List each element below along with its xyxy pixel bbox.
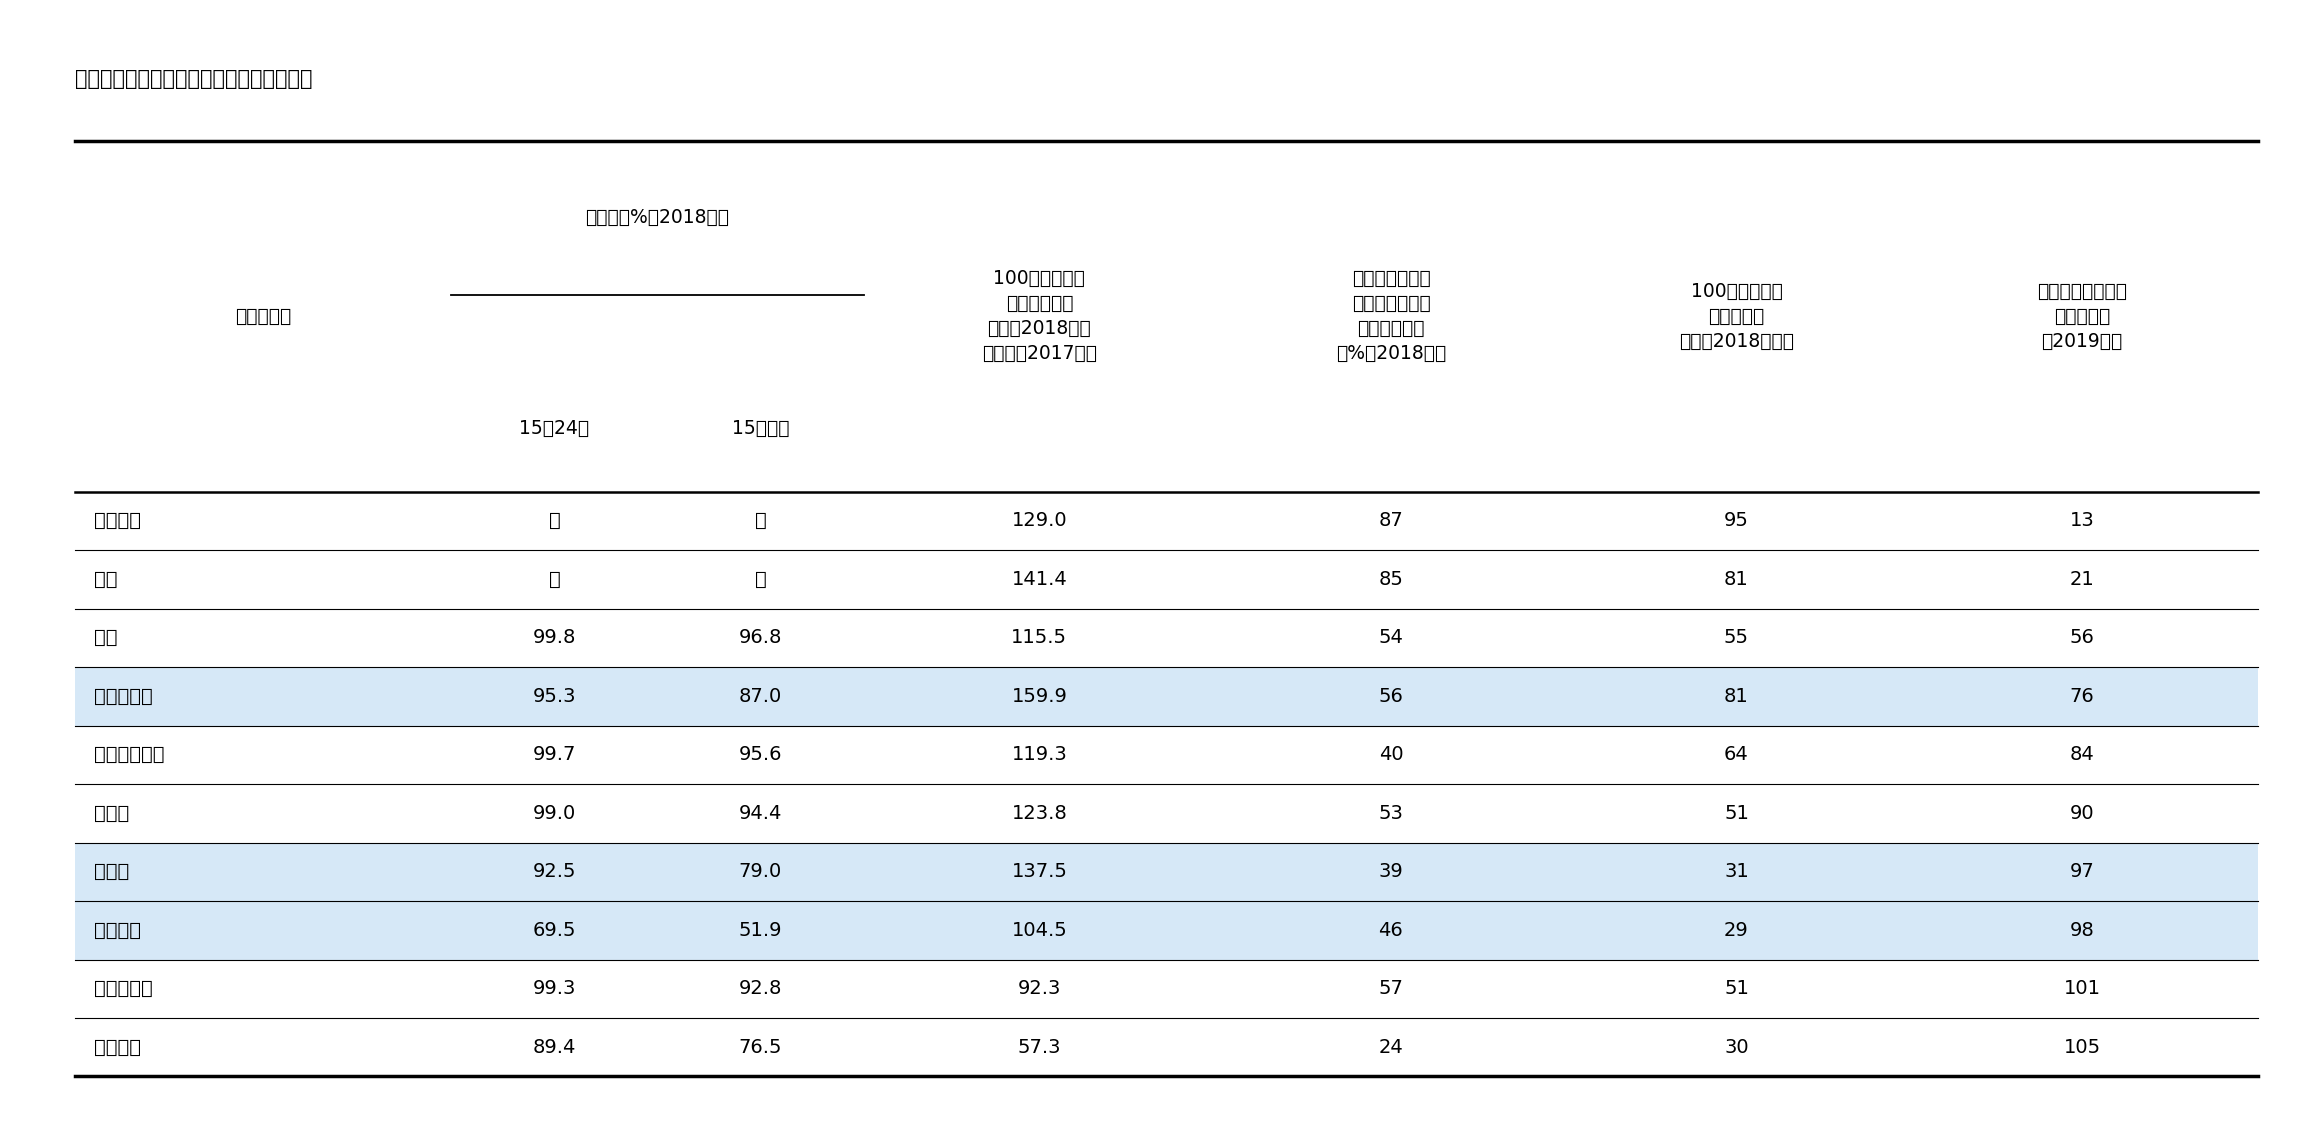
Text: ウガンダ: ウガンダ (94, 1038, 140, 1057)
Text: 85: 85 (1379, 570, 1402, 589)
Text: 南アフリカ: 南アフリカ (94, 687, 152, 706)
Text: 64: 64 (1724, 746, 1750, 765)
Text: エクアドル: エクアドル (94, 979, 152, 998)
Text: 53: 53 (1379, 804, 1402, 822)
Text: 123.8: 123.8 (1012, 804, 1067, 822)
Text: －: － (754, 511, 766, 530)
Text: 21: 21 (2069, 570, 2094, 589)
Text: 100万人あたり
サーバー数
（台、2018年））: 100万人あたり サーバー数 （台、2018年）） (1678, 282, 1793, 351)
Text: 141.4: 141.4 (1012, 570, 1067, 589)
Text: 人口に占めるイ
ンターネット利
用者数の割合
（%、2018年）: 人口に占めるイ ンターネット利 用者数の割合 （%、2018年） (1336, 270, 1446, 363)
Text: 99.7: 99.7 (533, 746, 577, 765)
Text: 99.0: 99.0 (533, 804, 577, 822)
Text: 39: 39 (1379, 862, 1402, 881)
Bar (76, 843, 2258, 901)
Text: 92.5: 92.5 (533, 862, 577, 881)
Text: 51: 51 (1724, 804, 1750, 822)
Text: 29: 29 (1724, 920, 1750, 940)
Text: 119.3: 119.3 (1012, 746, 1067, 765)
Text: 99.8: 99.8 (533, 628, 577, 647)
Text: －: － (549, 570, 561, 589)
Text: 国・地域名: 国・地域名 (234, 307, 292, 326)
Text: 84: 84 (2069, 746, 2094, 765)
Text: 97: 97 (2069, 862, 2094, 881)
Text: 105: 105 (2065, 1038, 2101, 1057)
Text: 99.3: 99.3 (533, 979, 577, 998)
Text: 98: 98 (2069, 920, 2094, 940)
Text: 54: 54 (1379, 628, 1402, 647)
Text: 90: 90 (2069, 804, 2094, 822)
Text: 識字率（%、2018年）: 識字率（%、2018年） (586, 209, 729, 228)
Text: 電子商取引指数の
世界ランク
（2019年）: 電子商取引指数の 世界ランク （2019年） (2037, 282, 2127, 351)
Text: 56: 56 (2069, 628, 2094, 647)
Text: 87.0: 87.0 (738, 687, 782, 706)
Text: 51: 51 (1724, 979, 1750, 998)
Bar (76, 667, 2258, 725)
Text: 95: 95 (1724, 511, 1750, 530)
Text: 15〜24歳: 15〜24歳 (520, 418, 589, 438)
Text: 101: 101 (2065, 979, 2101, 998)
Text: 57: 57 (1379, 979, 1402, 998)
Text: 100人あたりの
携帯保有台数
（台、2018年、
ペルーは2017年）: 100人あたりの 携帯保有台数 （台、2018年、 ペルーは2017年） (982, 270, 1097, 363)
Text: －: － (549, 511, 561, 530)
Text: 57.3: 57.3 (1018, 1038, 1062, 1057)
Text: 55: 55 (1724, 628, 1750, 647)
Text: 92.3: 92.3 (1018, 979, 1062, 998)
Text: 76.5: 76.5 (738, 1038, 782, 1057)
Text: 56: 56 (1379, 687, 1402, 706)
Text: 115.5: 115.5 (1012, 628, 1067, 647)
Text: 24: 24 (1379, 1038, 1402, 1057)
Text: 中国: 中国 (94, 628, 117, 647)
Text: 表　各国の識字率とデジタル経済関連指標: 表 各国の識字率とデジタル経済関連指標 (76, 69, 313, 89)
Text: 95.3: 95.3 (533, 687, 577, 706)
Text: 31: 31 (1724, 862, 1750, 881)
Text: 159.9: 159.9 (1012, 687, 1067, 706)
Text: 81: 81 (1724, 687, 1750, 706)
Text: インドネシア: インドネシア (94, 746, 163, 765)
Text: 92.8: 92.8 (738, 979, 782, 998)
Text: 94.4: 94.4 (738, 804, 782, 822)
Text: 15歳以上: 15歳以上 (731, 418, 789, 438)
Text: ペルー: ペルー (94, 804, 129, 822)
Text: 46: 46 (1379, 920, 1402, 940)
Text: 81: 81 (1724, 570, 1750, 589)
Text: セネガル: セネガル (94, 920, 140, 940)
Text: 日本: 日本 (94, 570, 117, 589)
Text: 69.5: 69.5 (533, 920, 577, 940)
Text: 96.8: 96.8 (738, 628, 782, 647)
Text: 13: 13 (2069, 511, 2094, 530)
Bar (76, 901, 2258, 960)
Text: 40: 40 (1379, 746, 1402, 765)
Text: アメリカ: アメリカ (94, 511, 140, 530)
Text: 79.0: 79.0 (738, 862, 782, 881)
Text: 76: 76 (2069, 687, 2094, 706)
Text: 137.5: 137.5 (1012, 862, 1067, 881)
Text: 87: 87 (1379, 511, 1402, 530)
Text: 51.9: 51.9 (738, 920, 782, 940)
Text: 89.4: 89.4 (533, 1038, 577, 1057)
Text: 95.6: 95.6 (738, 746, 782, 765)
Text: 30: 30 (1724, 1038, 1750, 1057)
Text: 104.5: 104.5 (1012, 920, 1067, 940)
Text: ガーナ: ガーナ (94, 862, 129, 881)
Text: 129.0: 129.0 (1012, 511, 1067, 530)
Text: －: － (754, 570, 766, 589)
